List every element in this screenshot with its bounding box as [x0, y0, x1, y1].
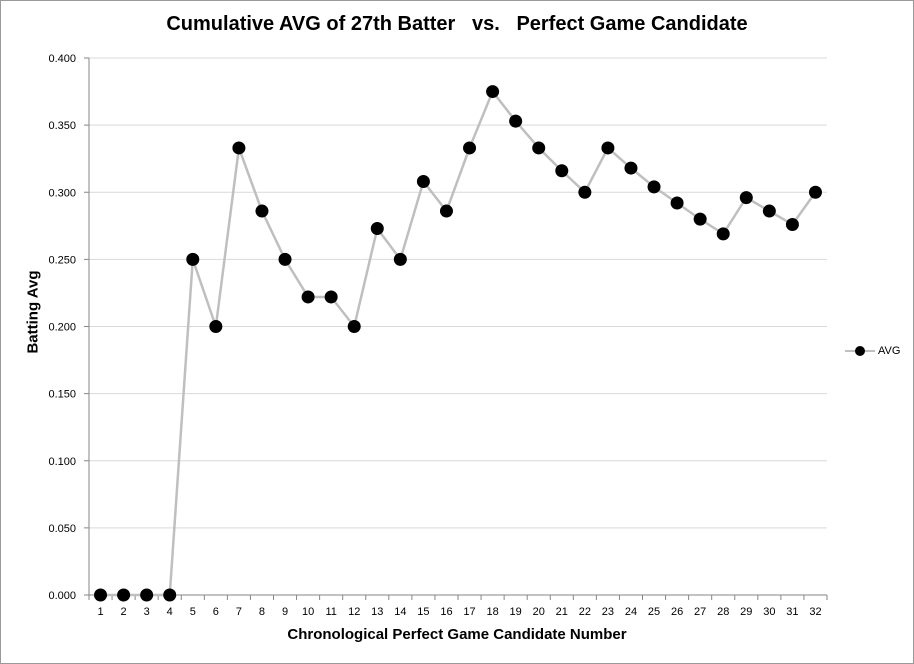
data-point: [278, 252, 292, 266]
data-point: [509, 114, 523, 128]
x-tick-label: 5: [190, 606, 196, 618]
x-tick-label: 8: [259, 606, 265, 618]
x-tick-label: 24: [625, 606, 637, 618]
x-tick-label: 17: [463, 606, 475, 618]
data-point: [578, 185, 592, 199]
x-axis-label: Chronological Perfect Game Candidate Num…: [287, 626, 627, 643]
data-point: [324, 290, 338, 304]
x-tick-label: 28: [717, 606, 729, 618]
data-point: [416, 175, 430, 189]
x-tick-label: 6: [213, 606, 219, 618]
y-tick-label: 0.400: [48, 53, 76, 65]
x-tick-label: 12: [348, 606, 360, 618]
y-tick-label: 0.100: [48, 456, 76, 468]
data-point: [347, 320, 361, 333]
data-point: [439, 204, 453, 218]
x-tick-label: 30: [763, 606, 775, 618]
y-tick-label: 0.250: [48, 254, 76, 266]
x-tick-label: 32: [809, 606, 821, 618]
x-tick-label: 15: [417, 606, 429, 618]
data-point: [301, 290, 315, 304]
x-tick-label: 2: [121, 606, 127, 618]
data-point: [140, 588, 154, 602]
data-point: [255, 204, 269, 218]
data-point: [117, 588, 131, 602]
y-tick-label: 0.000: [48, 590, 76, 602]
x-tick-label: 31: [786, 606, 798, 618]
chart-title: Cumulative AVG of 27th Batter vs. Perfec…: [166, 13, 748, 35]
x-tick-label: 25: [648, 606, 660, 618]
x-tick-label: 11: [325, 606, 336, 618]
series-line: [100, 90, 817, 597]
data-point: [532, 141, 546, 155]
x-tick-label: 21: [556, 606, 568, 618]
x-tick-label: 19: [510, 606, 522, 618]
x-tick-label: 3: [144, 606, 150, 618]
x-tick-label: 16: [440, 606, 452, 618]
y-tick-label: 0.050: [48, 523, 76, 535]
y-tick-label: 0.200: [48, 322, 76, 334]
data-point: [739, 191, 753, 205]
x-tick-label: 13: [371, 606, 383, 618]
x-tick-label: 23: [602, 606, 614, 618]
data-point: [785, 217, 799, 231]
data-point: [186, 252, 200, 266]
x-tick-label: 14: [394, 606, 406, 618]
y-tick-label: 0.150: [48, 389, 76, 401]
x-tick-label: 18: [486, 606, 498, 618]
data-point: [716, 227, 730, 241]
x-tick-label: 29: [740, 606, 752, 618]
x-tick-label: 27: [694, 606, 706, 618]
x-tick-label: 7: [236, 606, 242, 618]
legend-marker-icon: [845, 345, 875, 357]
data-point: [232, 141, 246, 155]
data-point: [555, 164, 569, 178]
data-point: [463, 141, 477, 155]
data-point: [209, 320, 223, 333]
data-point: [94, 588, 108, 602]
x-tick-label: 22: [579, 606, 591, 618]
x-tick-label: 4: [167, 606, 173, 618]
y-tick-label: 0.350: [48, 120, 76, 132]
legend-label: AVG: [878, 345, 901, 357]
data-point: [693, 212, 707, 226]
data-point: [624, 161, 638, 175]
data-point: [393, 252, 407, 266]
data-point: [370, 221, 384, 235]
data-point: [486, 85, 500, 99]
data-point: [762, 204, 776, 218]
x-tick-label: 26: [671, 606, 683, 618]
y-tick-label: 0.300: [48, 187, 76, 199]
data-point: [670, 196, 684, 210]
x-tick-label: 20: [533, 606, 545, 618]
legend: AVG: [845, 345, 900, 357]
data-point: [163, 588, 177, 602]
data-point: [808, 185, 822, 199]
data-point: [601, 141, 615, 155]
x-tick-label: 9: [282, 606, 288, 618]
x-tick-label: 10: [302, 606, 314, 618]
x-tick-label: 1: [97, 606, 103, 618]
data-point: [647, 180, 661, 194]
